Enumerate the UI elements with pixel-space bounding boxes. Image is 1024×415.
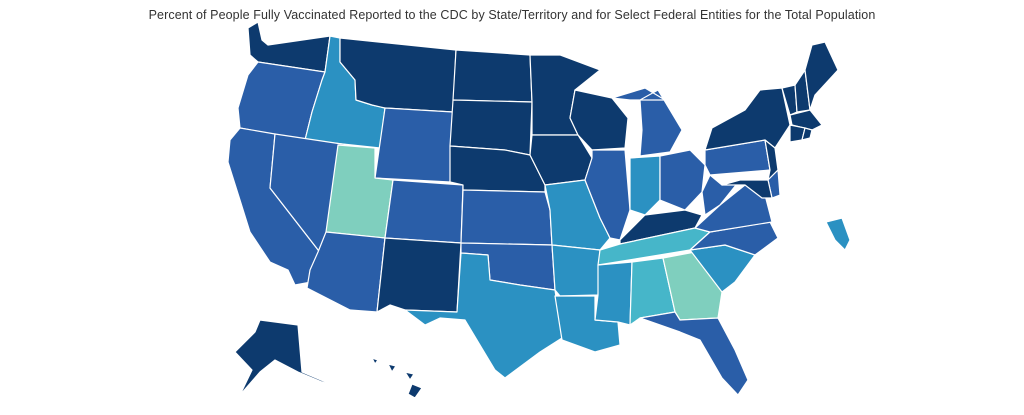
state-IL[interactable] bbox=[584, 149, 631, 241]
state-WY[interactable] bbox=[374, 107, 454, 183]
state-RI[interactable] bbox=[801, 127, 813, 141]
state-CO[interactable] bbox=[384, 179, 464, 244]
state-HI[interactable] bbox=[371, 357, 423, 399]
state-ND[interactable] bbox=[452, 49, 533, 103]
state-MT[interactable] bbox=[339, 37, 457, 113]
state-NY[interactable] bbox=[704, 87, 791, 151]
state-AK[interactable] bbox=[234, 319, 341, 396]
state-OH[interactable] bbox=[659, 149, 706, 211]
state-ME[interactable] bbox=[804, 41, 839, 111]
state-LA[interactable] bbox=[554, 295, 621, 353]
territory-PR[interactable] bbox=[825, 217, 851, 251]
state-TX[interactable] bbox=[404, 252, 563, 379]
state-MA[interactable] bbox=[789, 109, 823, 131]
state-IN[interactable] bbox=[629, 155, 661, 216]
map-title: Percent of People Fully Vaccinated Repor… bbox=[148, 8, 876, 22]
state-MI[interactable] bbox=[611, 87, 683, 157]
state-MS[interactable] bbox=[594, 261, 633, 326]
state-WI[interactable] bbox=[569, 89, 629, 151]
state-AR[interactable] bbox=[551, 244, 601, 297]
state-FL[interactable] bbox=[639, 311, 749, 396]
state-NM[interactable] bbox=[376, 237, 462, 313]
state-KS[interactable] bbox=[460, 189, 553, 246]
state-MD[interactable] bbox=[721, 179, 773, 199]
